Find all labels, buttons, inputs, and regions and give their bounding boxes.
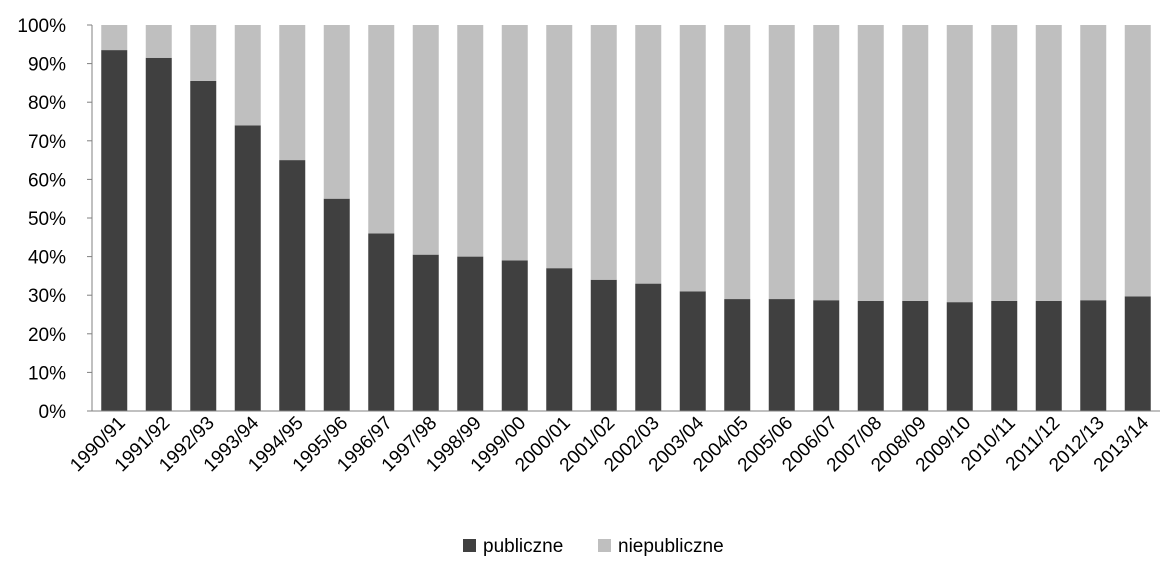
y-axis-tick-labels: 0% 10% 20% 30% 40% 50% 60% 70% 80% 90% 100% xyxy=(17,16,66,423)
bar-publiczne-2006/07 xyxy=(813,300,840,411)
bar-publiczne-1995/96 xyxy=(323,198,350,411)
bar-niepubliczne-2009/10 xyxy=(946,25,973,303)
y-tick-label: 20% xyxy=(28,325,66,346)
legend-label-publiczne: publiczne xyxy=(483,536,563,557)
bar-publiczne-1991/92 xyxy=(145,57,172,412)
bar-publiczne-2002/03 xyxy=(635,283,662,411)
bar-niepubliczne-2000/01 xyxy=(546,25,573,269)
bar-niepubliczne-2002/03 xyxy=(635,25,662,284)
x-axis-tick-labels: 1990/911991/921992/931993/941994/951995/… xyxy=(66,412,1153,476)
bar-niepubliczne-2006/07 xyxy=(813,25,840,301)
y-tick-label: 70% xyxy=(28,132,66,153)
legend: publiczne niepubliczne xyxy=(463,536,724,557)
bar-niepubliczne-1998/99 xyxy=(457,25,484,257)
bar-niepubliczne-2004/05 xyxy=(724,25,751,300)
bar-publiczne-2003/04 xyxy=(679,291,706,411)
bar-niepubliczne-1996/97 xyxy=(368,25,395,234)
y-tick-label: 90% xyxy=(28,55,66,76)
bar-publiczne-1996/97 xyxy=(368,233,395,411)
bar-publiczne-2013/14 xyxy=(1124,296,1151,411)
bar-publiczne-2011/12 xyxy=(1035,300,1062,411)
bars xyxy=(101,25,1151,412)
bar-publiczne-2010/11 xyxy=(991,300,1018,411)
legend-label-niepubliczne: niepubliczne xyxy=(618,536,724,557)
y-tick-label: 30% xyxy=(28,286,66,307)
bar-publiczne-2004/05 xyxy=(724,299,751,411)
bar-publiczne-1990/91 xyxy=(101,50,128,412)
bar-niepubliczne-2010/11 xyxy=(991,25,1018,301)
bar-niepubliczne-2008/09 xyxy=(902,25,929,301)
axes xyxy=(87,24,1160,412)
bar-niepubliczne-2013/14 xyxy=(1124,25,1151,297)
bar-publiczne-1997/98 xyxy=(412,254,439,411)
bar-niepubliczne-1994/95 xyxy=(279,25,306,161)
bar-publiczne-1994/95 xyxy=(279,160,306,411)
bar-niepubliczne-1995/96 xyxy=(323,25,350,199)
bar-niepubliczne-1999/00 xyxy=(501,25,528,261)
bar-publiczne-1999/00 xyxy=(501,260,528,411)
y-tick-label: 80% xyxy=(28,93,66,114)
bar-niepubliczne-2003/04 xyxy=(679,25,706,292)
bar-publiczne-2008/09 xyxy=(902,300,929,411)
y-tick-label: 0% xyxy=(39,402,67,423)
bar-niepubliczne-2005/06 xyxy=(768,25,795,300)
bar-niepubliczne-2001/02 xyxy=(590,25,617,280)
bar-publiczne-2005/06 xyxy=(768,299,795,411)
y-tick-label: 10% xyxy=(28,363,66,384)
bar-publiczne-1992/93 xyxy=(190,80,217,411)
legend-swatch-publiczne xyxy=(463,539,476,552)
y-tick-label: 50% xyxy=(28,209,66,230)
bar-publiczne-2012/13 xyxy=(1080,300,1107,411)
bar-publiczne-2001/02 xyxy=(590,279,617,411)
bar-publiczne-2000/01 xyxy=(546,268,573,411)
bar-publiczne-1993/94 xyxy=(234,125,261,412)
bar-niepubliczne-2011/12 xyxy=(1035,25,1062,301)
legend-swatch-niepubliczne xyxy=(598,539,611,552)
bar-publiczne-2007/08 xyxy=(857,300,884,411)
bar-publiczne-2009/10 xyxy=(946,302,973,411)
bar-niepubliczne-2007/08 xyxy=(857,25,884,301)
y-tick-label: 100% xyxy=(17,16,66,37)
bar-niepubliczne-1993/94 xyxy=(234,25,261,126)
y-tick-label: 40% xyxy=(28,248,66,269)
bar-niepubliczne-1992/93 xyxy=(190,25,217,81)
bar-niepubliczne-1997/98 xyxy=(412,25,439,255)
bar-niepubliczne-2012/13 xyxy=(1080,25,1107,301)
bar-niepubliczne-1990/91 xyxy=(101,25,128,51)
bar-publiczne-1998/99 xyxy=(457,256,484,411)
y-tick-label: 60% xyxy=(28,170,66,191)
bar-niepubliczne-1991/92 xyxy=(145,25,172,58)
